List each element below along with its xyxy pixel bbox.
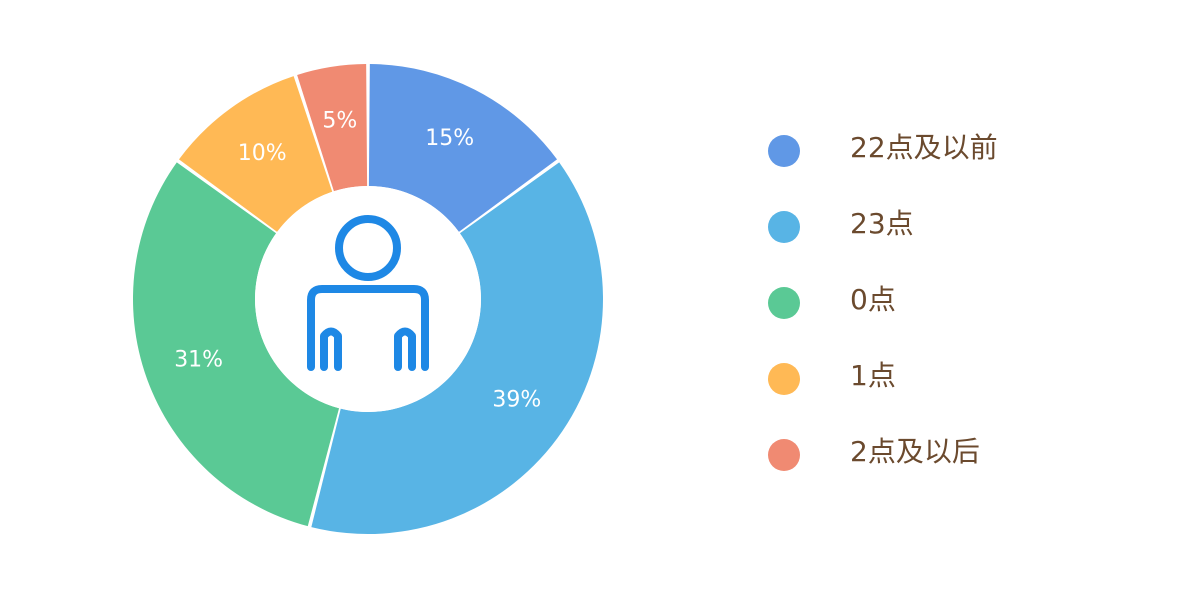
legend-dot-icon [768,439,800,471]
donut-slice [178,76,333,232]
legend-label: 22点及以前 [850,131,998,164]
legend-dot-icon [768,211,800,243]
person-icon [307,215,429,371]
donut-slice [133,162,340,527]
person-left-arm [320,327,342,371]
donut-slices [133,64,604,534]
legend-item: 23点 [768,204,1148,280]
legend-dot-icon [768,363,800,395]
legend-item: 1点 [768,356,1148,432]
legend-label: 0点 [850,283,896,316]
slice-percent-label: 5% [322,109,357,134]
legend-dot-icon [768,135,800,167]
slice-percent-label: 31% [174,347,223,372]
chart-legend: 22点及以前 23点 0点 1点 2点及以后 [768,128,1148,508]
legend-item: 0点 [768,280,1148,356]
legend-label: 1点 [850,359,896,392]
legend-item: 2点及以后 [768,432,1148,508]
donut-slice-labels: 15% 39% 31% 10% 5% [174,109,541,413]
person-shoulders [307,285,429,371]
slice-percent-label: 39% [492,388,541,413]
donut-slice [368,64,558,232]
slice-percent-label: 10% [238,141,287,166]
legend-label: 23点 [850,207,914,240]
slice-percent-label: 15% [425,126,474,151]
legend-label: 2点及以后 [850,435,980,468]
donut-slice [311,162,604,534]
person-head [335,215,401,281]
donut-slice [297,64,368,192]
legend-item: 22点及以前 [768,128,1148,204]
legend-dot-icon [768,287,800,319]
person-right-arm [394,327,416,371]
